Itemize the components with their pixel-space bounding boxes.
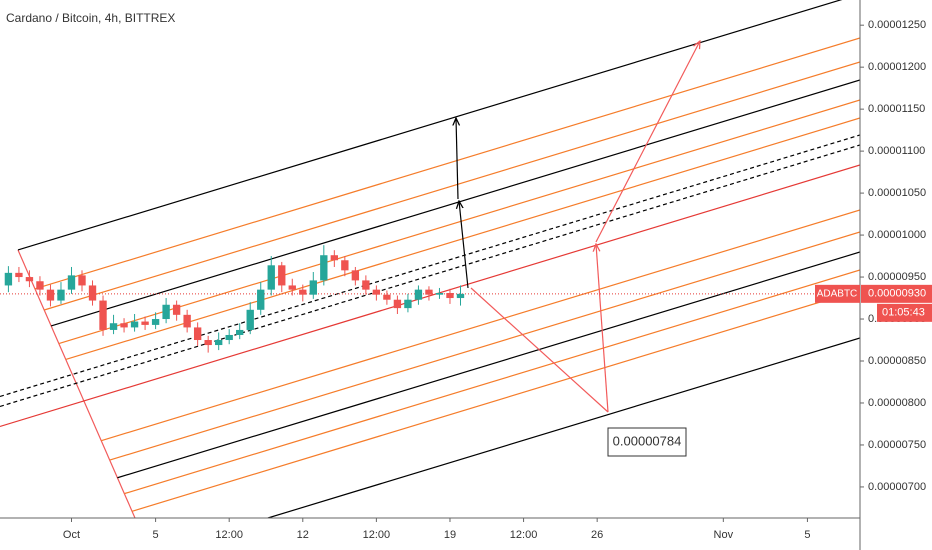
candle-body bbox=[67, 275, 76, 290]
candle-body bbox=[120, 323, 128, 328]
candle-body bbox=[151, 319, 160, 325]
pitchfork-line bbox=[0, 134, 860, 398]
y-tick-label: 0.00001100 bbox=[868, 145, 925, 157]
candle-body bbox=[46, 289, 55, 301]
candle-body bbox=[36, 281, 44, 290]
candle-body bbox=[320, 255, 328, 281]
candle-body bbox=[78, 275, 86, 286]
candle-body bbox=[288, 285, 296, 290]
candle-body bbox=[193, 327, 202, 341]
pitchfork-line bbox=[101, 209, 860, 442]
candle-body bbox=[404, 299, 412, 309]
candle-body bbox=[225, 334, 233, 341]
candle-body bbox=[15, 272, 23, 278]
candle-body bbox=[141, 321, 149, 325]
y-tick-label: 0.00000800 bbox=[868, 397, 926, 409]
candle-body bbox=[456, 293, 465, 299]
candle-body bbox=[299, 289, 307, 295]
arrow bbox=[596, 244, 609, 413]
y-tick-label: 0.00000850 bbox=[868, 355, 926, 367]
x-tick-label: 26 bbox=[591, 529, 603, 541]
arrow bbox=[470, 287, 609, 413]
candle-body bbox=[383, 294, 391, 300]
last-price-label: 0.00000930 bbox=[868, 288, 926, 300]
candle-body bbox=[162, 304, 170, 320]
candle-body bbox=[25, 277, 34, 282]
candle-body bbox=[267, 265, 275, 290]
candle-body bbox=[425, 289, 433, 295]
y-tick-label: 0.00001150 bbox=[868, 103, 925, 115]
pitchfork-line bbox=[58, 99, 860, 345]
pitchfork-line bbox=[267, 337, 860, 518]
pitchfork-line bbox=[0, 164, 860, 428]
annotation-box bbox=[607, 427, 687, 457]
candle-body bbox=[372, 289, 381, 295]
candle-body bbox=[109, 323, 118, 330]
x-tick-label: 12 bbox=[297, 529, 309, 541]
x-tick-label: 19 bbox=[444, 529, 456, 541]
candle-body bbox=[246, 309, 254, 330]
candle-body bbox=[4, 272, 13, 286]
y-tick-label: 0.00001250 bbox=[868, 19, 926, 31]
arrow bbox=[459, 201, 469, 289]
pitchfork-line bbox=[117, 251, 860, 479]
candles bbox=[4, 245, 465, 353]
annotation: 0.00000784 bbox=[613, 433, 682, 448]
candle-body bbox=[204, 340, 212, 346]
y-tick-label: 0.00000950 bbox=[868, 271, 926, 283]
x-tick-label: 5 bbox=[153, 529, 159, 541]
pitchfork-line bbox=[44, 61, 860, 311]
arrow bbox=[595, 41, 700, 243]
x-tick-label: 12:00 bbox=[363, 529, 391, 541]
candle-body bbox=[330, 255, 339, 261]
candle-body bbox=[215, 340, 223, 346]
candle-body bbox=[88, 285, 97, 301]
pitchfork-line bbox=[50, 79, 860, 327]
candle-body bbox=[414, 289, 423, 300]
y-tick-label: 0.00000700 bbox=[868, 481, 926, 493]
x-tick-label: Nov bbox=[714, 529, 734, 541]
pitchfork-line bbox=[17, 0, 843, 251]
candle-body bbox=[130, 321, 139, 328]
candle-body bbox=[257, 289, 265, 310]
candle-body bbox=[278, 265, 286, 286]
pitchfork-line bbox=[109, 231, 860, 461]
candle-body bbox=[446, 293, 454, 299]
x-tick-label: 5 bbox=[804, 529, 810, 541]
x-tick-label: 12:00 bbox=[215, 529, 243, 541]
x-tick-label: 12:00 bbox=[510, 529, 538, 541]
candle-body bbox=[172, 304, 181, 315]
candle-body bbox=[99, 300, 107, 330]
y-tick-label: 0.00000750 bbox=[868, 439, 926, 451]
axes: 0.00001250 0.00001200 0.00001150 0.00001100… bbox=[63, 19, 932, 541]
candle-body bbox=[183, 314, 191, 328]
x-tick-label: Oct bbox=[63, 529, 80, 541]
arrow bbox=[456, 118, 458, 200]
last-price-badge bbox=[861, 284, 932, 303]
candle-body bbox=[362, 280, 370, 290]
y-tick-label: 0.00001200 bbox=[868, 61, 926, 73]
pitchfork-line bbox=[131, 289, 860, 512]
symbol-badge bbox=[815, 284, 860, 303]
candle-body bbox=[309, 280, 317, 295]
candle-body bbox=[435, 293, 444, 295]
overlay: 0.00000784 Cardano / Bitcoin, 4h, BITTRE… bbox=[6, 11, 700, 457]
symbol-label: ADABTC bbox=[817, 288, 858, 299]
candle-body bbox=[236, 329, 244, 335]
candle-body bbox=[341, 260, 349, 271]
y-tick-label: 0.00001050 bbox=[868, 187, 926, 199]
drawings bbox=[0, 0, 860, 518]
countdown-badge bbox=[877, 303, 932, 322]
candle-body bbox=[393, 299, 402, 309]
pitchfork-line bbox=[34, 37, 860, 290]
candle-body bbox=[351, 270, 360, 281]
pitchfork-line bbox=[124, 269, 860, 495]
y-tick-label: 0.00001000 bbox=[868, 229, 926, 241]
chart-title: Cardano / Bitcoin, 4h, BITTREX bbox=[6, 11, 175, 25]
countdown-label: 01:05:43 bbox=[882, 307, 925, 319]
pitchfork-handle bbox=[17, 249, 136, 518]
candle-body bbox=[57, 289, 65, 301]
pitchfork-line bbox=[0, 144, 860, 408]
